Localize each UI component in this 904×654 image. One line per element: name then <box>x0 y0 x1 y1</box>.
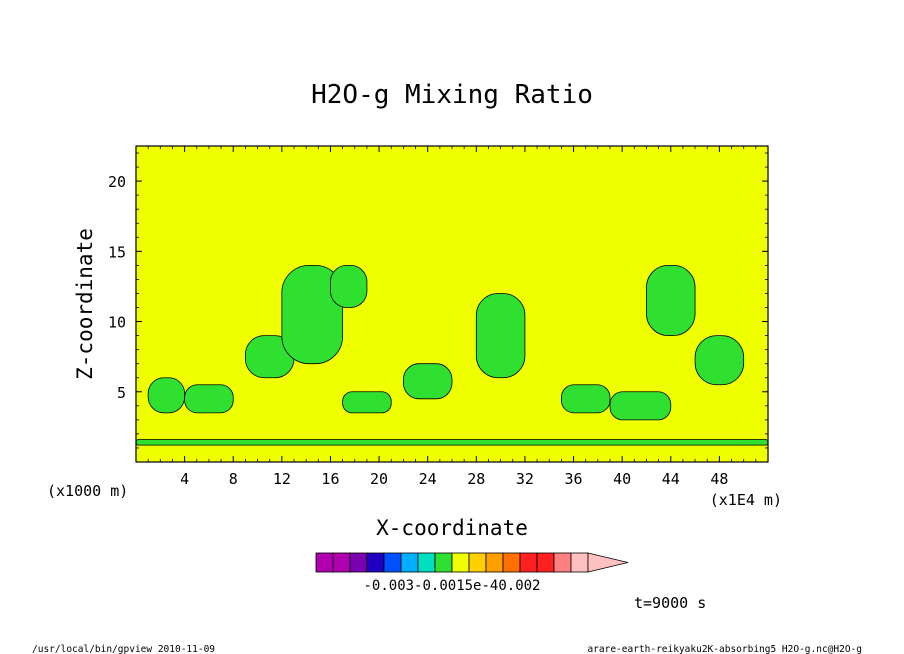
x-tick-label: 48 <box>710 470 728 488</box>
contour-region <box>646 264 696 336</box>
x-axis-label: X-coordinate <box>376 516 528 540</box>
x-tick-label: 4 <box>180 470 189 488</box>
footer-right: arare-earth-reikyaku2K-absorbing5_H2O-g.… <box>587 644 862 654</box>
colorbar-segment <box>468 552 487 573</box>
contour-region <box>402 363 453 400</box>
contour-region <box>281 264 344 365</box>
x-tick-label: 8 <box>229 470 238 488</box>
colorbar-segment <box>570 552 589 573</box>
x-tick-label: 32 <box>516 470 534 488</box>
x-axis-ticks: 4 8 12 16 20 24 28 32 36 40 44 48 <box>147 146 757 488</box>
x-tick-label: 40 <box>613 470 631 488</box>
colorbar-segment <box>485 552 504 573</box>
x-unit-note: (x1E4 m) <box>710 491 782 509</box>
contour-region <box>330 264 368 308</box>
colorbar-segment <box>366 552 385 573</box>
colorbar-segment <box>349 552 368 573</box>
colorbar-segment <box>400 552 419 573</box>
contour-region <box>135 439 769 446</box>
y-unit-note: (x1000 m) <box>47 482 128 500</box>
y-axis-label: Z-coordinate <box>73 228 97 380</box>
contour-region <box>475 293 526 379</box>
y-tick-label: 20 <box>108 173 126 191</box>
colorbar-segment <box>451 552 470 573</box>
colorbar-segment <box>434 552 453 573</box>
contour-region <box>560 384 611 414</box>
contour-region <box>609 391 672 421</box>
time-label: t=9000 s <box>634 594 706 612</box>
colorbar-segment <box>536 552 555 573</box>
contour-region <box>147 377 186 414</box>
x-tick-label: 12 <box>273 470 291 488</box>
y-axis-ticks: 5 10 15 20 <box>108 152 768 449</box>
colorbar-segment <box>553 552 572 573</box>
y-tick-label: 5 <box>117 384 126 402</box>
colorbar-labels: -0.003-0.0015e-40.002 <box>363 578 540 594</box>
x-tick-label: 24 <box>419 470 437 488</box>
contour-region <box>694 335 745 386</box>
footer-left: /usr/local/bin/gpview 2010-11-09 <box>32 644 215 654</box>
contour-region <box>184 384 234 414</box>
contour-region <box>342 391 392 414</box>
colorbar-segment <box>315 552 334 573</box>
colorbar-segment <box>519 552 538 573</box>
x-tick-label: 28 <box>467 470 485 488</box>
colorbar-segment <box>332 552 351 573</box>
x-tick-label: 16 <box>321 470 339 488</box>
colorbar-segment <box>417 552 436 573</box>
y-tick-label: 10 <box>108 314 126 332</box>
chart-title: H2O-g Mixing Ratio <box>311 80 593 110</box>
colorbar-segment <box>383 552 402 573</box>
colorbar-segment <box>502 552 521 573</box>
y-tick-label: 15 <box>108 243 126 261</box>
x-tick-label: 20 <box>370 470 388 488</box>
colorbar-arrow <box>587 552 629 573</box>
x-tick-label: 44 <box>662 470 680 488</box>
colorbar <box>315 552 629 573</box>
x-tick-label: 36 <box>565 470 583 488</box>
